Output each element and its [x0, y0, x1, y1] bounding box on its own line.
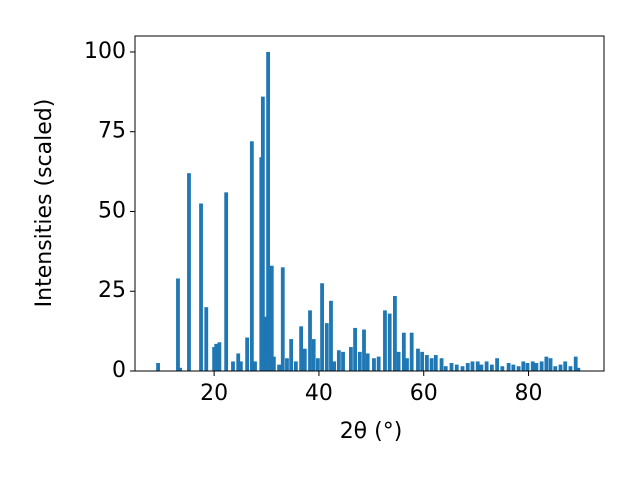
bar [530, 361, 535, 371]
bar [231, 361, 235, 371]
bar [465, 363, 470, 371]
bar [362, 329, 366, 371]
bar [484, 361, 489, 371]
bar [289, 339, 294, 371]
x-tick-label: 60 [410, 381, 438, 406]
bar [315, 358, 320, 371]
bar [249, 141, 254, 371]
y-tick-label: 100 [84, 39, 126, 64]
bar [449, 363, 454, 371]
x-tick-label: 40 [305, 381, 333, 406]
bar [277, 364, 282, 371]
bar [470, 361, 475, 371]
bar [409, 332, 414, 371]
bar [224, 192, 229, 371]
bar [308, 310, 312, 371]
bar [372, 358, 376, 371]
bar [568, 366, 573, 371]
bar [299, 326, 304, 371]
bar [553, 366, 558, 371]
y-axis-label: Intensities (scaled) [32, 99, 57, 308]
bar [539, 361, 544, 371]
x-tick-label: 20 [200, 381, 228, 406]
bar [544, 356, 549, 371]
bar [383, 310, 387, 371]
bar [376, 356, 381, 371]
bar [479, 364, 484, 371]
y-tick-label: 0 [112, 358, 126, 383]
bar [271, 356, 276, 371]
bar [534, 363, 539, 371]
bar [357, 351, 362, 371]
x-tick-label: 80 [515, 381, 543, 406]
bar [156, 363, 160, 371]
bar [320, 283, 324, 371]
bar [433, 355, 438, 371]
bar [489, 364, 494, 371]
bar [558, 364, 563, 371]
bar [573, 356, 578, 371]
bar [521, 361, 526, 371]
bar [329, 300, 333, 371]
bar [238, 361, 243, 371]
bar [454, 364, 459, 371]
bar [500, 366, 505, 371]
bar [245, 337, 250, 371]
bar [420, 351, 425, 371]
x-axis-label: 2θ (°) [340, 419, 403, 444]
plot-frame [134, 35, 605, 372]
bar [264, 316, 268, 371]
bar [187, 173, 191, 371]
bar [260, 96, 265, 371]
bar [269, 265, 274, 371]
bar [353, 327, 357, 371]
bar [365, 353, 370, 371]
bar [548, 358, 553, 371]
y-tick-label: 75 [98, 119, 126, 144]
bar [576, 367, 581, 371]
bar [439, 358, 444, 371]
bar [416, 348, 420, 371]
bar [332, 361, 337, 371]
bar [176, 278, 180, 371]
bar [348, 347, 353, 371]
bar [516, 366, 521, 371]
bar [311, 339, 316, 371]
bar [495, 358, 499, 371]
bar [266, 51, 271, 371]
bar [204, 307, 209, 371]
bar [324, 323, 329, 371]
bar [511, 364, 516, 371]
bar [236, 353, 241, 371]
bar [293, 361, 298, 371]
bar [396, 351, 401, 371]
bar [253, 361, 257, 371]
bar [506, 363, 511, 371]
y-tick-label: 50 [98, 198, 126, 223]
bar [199, 203, 203, 371]
bar [429, 358, 434, 371]
bar [525, 363, 530, 371]
bar [393, 296, 397, 371]
bar [341, 351, 345, 371]
bar [217, 342, 222, 371]
bar [443, 366, 448, 371]
bar [214, 343, 219, 371]
bar [401, 332, 406, 371]
bar [336, 350, 341, 371]
bar [460, 366, 465, 371]
bar [563, 361, 568, 371]
bar [475, 361, 480, 371]
y-tick-label: 25 [98, 278, 126, 303]
bar [424, 355, 429, 371]
bar [285, 358, 289, 371]
bar [178, 367, 182, 371]
bar [280, 267, 285, 371]
bar [405, 358, 409, 371]
bar [212, 347, 217, 371]
bar [387, 313, 392, 371]
bar [302, 348, 307, 371]
